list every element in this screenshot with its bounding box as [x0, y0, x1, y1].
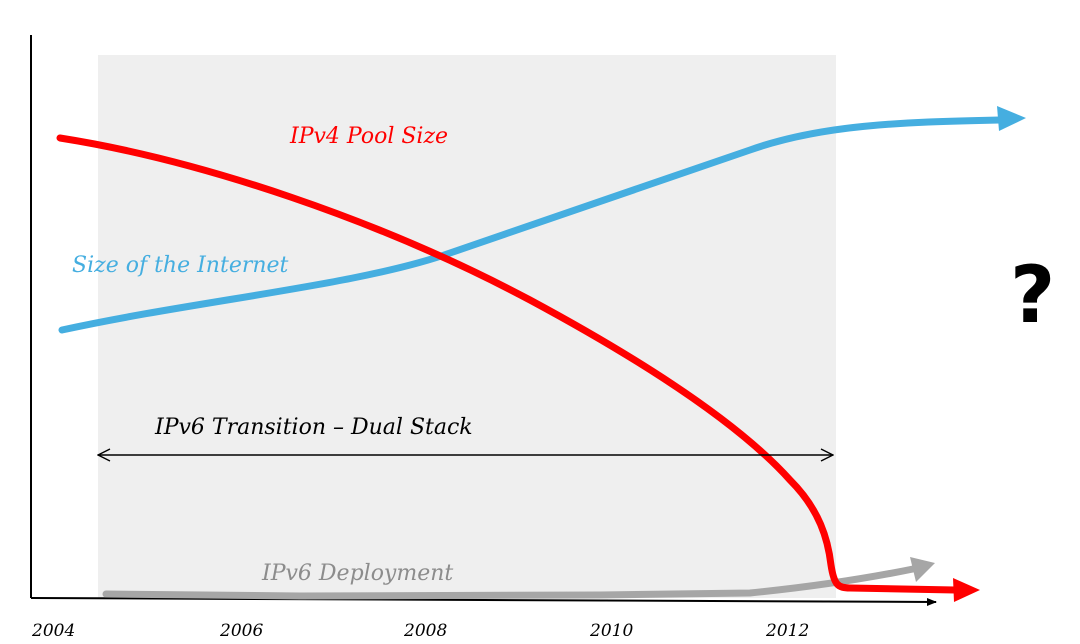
x-tick-label: 2004 — [31, 621, 75, 641]
transition-band — [98, 55, 836, 598]
ipv6-deployment-curve — [102, 564, 922, 600]
internet-size-arrowhead — [997, 106, 1026, 131]
ipv4-pool-label: IPv4 Pool Size — [289, 124, 448, 149]
x-tick-label: 2006 — [219, 621, 263, 641]
ipv6-deployment-label: IPv6 Deployment — [261, 561, 453, 586]
x-axis — [30, 597, 937, 606]
ipv4-pool-curve — [56, 134, 959, 594]
x-tick-label: 2008 — [403, 621, 447, 641]
ipv6-deployment-arrowhead — [910, 557, 935, 582]
question-mark: ? — [1010, 251, 1055, 341]
dual-stack-label: IPv6 Transition – Dual Stack — [154, 415, 473, 440]
x-tick-label: 2012 — [765, 621, 809, 641]
internet-size-label: Size of the Internet — [72, 253, 289, 278]
x-tick-label: 2010 — [589, 621, 633, 641]
internet-size-curve — [58, 116, 1004, 334]
ipv4-pool-arrowhead — [953, 578, 980, 602]
